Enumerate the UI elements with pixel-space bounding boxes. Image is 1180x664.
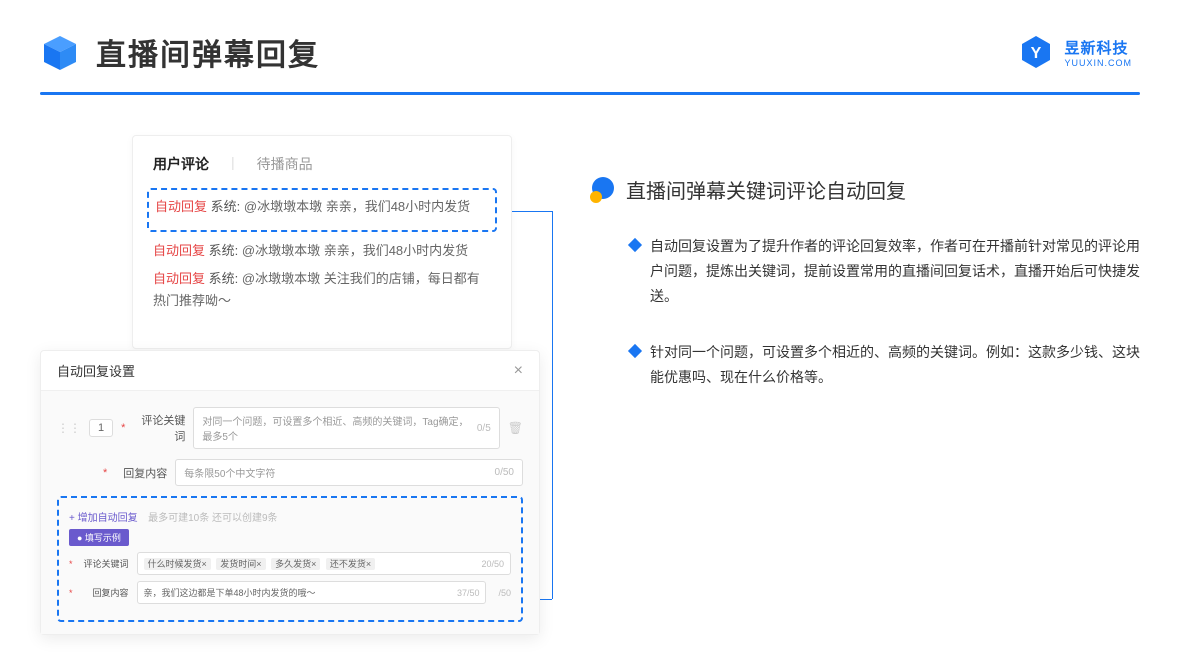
diamond-icon [628, 238, 642, 252]
placeholder: 对同一个问题，可设置多个相近、高频的关键词，Tag确定，最多5个 [202, 413, 476, 443]
comment-row: 自动回复 系统: @冰墩墩本墩 关注我们的店铺，每日都有热门推荐呦～ [153, 268, 491, 312]
comment-row: 自动回复 系统: @冰墩墩本墩 亲亲，我们48小时内发货 [155, 196, 489, 218]
keyword-row: ⋮⋮ 1 * 评论关键词 对同一个问题，可设置多个相近、高频的关键词，Tag确定… [57, 407, 523, 449]
tabs: 用户评论 | 待播商品 [153, 154, 491, 174]
system-label: 系统: [209, 243, 239, 258]
bullet-item: 自动回复设置为了提升作者的评论回复效率，作者可在开播前针对常见的评论用户问题，提… [630, 234, 1140, 310]
tab-separator: | [231, 154, 235, 174]
bullet-list: 自动回复设置为了提升作者的评论回复效率，作者可在开播前针对常见的评论用户问题，提… [590, 234, 1140, 390]
add-auto-reply-link[interactable]: + 增加自动回复 [69, 509, 138, 524]
example-badge: ● 填写示例 [69, 529, 129, 546]
diamond-icon [628, 343, 642, 357]
auto-reply-tag: 自动回复 [153, 243, 205, 258]
tag: 还不发货× [326, 558, 375, 570]
required-star: * [103, 467, 107, 479]
side-counter: /50 [498, 588, 511, 598]
content-row: * 回复内容 每条限50个中文字符 0/50 [57, 459, 523, 486]
system-label: 系统: [209, 271, 239, 286]
ex-content-input[interactable]: 亲，我们这边都是下单48小时内发货的哦～ 37/50 [137, 581, 487, 604]
counter: 0/50 [495, 467, 514, 478]
dot-icon [590, 177, 616, 203]
header-left: 直播间弹幕回复 [40, 30, 320, 74]
comment-text: @冰墩墩本墩 亲亲，我们48小时内发货 [244, 199, 470, 214]
tab-pending-products[interactable]: 待播商品 [257, 154, 313, 174]
description-column: 直播间弹幕关键词评论自动回复 自动回复设置为了提升作者的评论回复效率，作者可在开… [590, 135, 1140, 420]
comment-row: 自动回复 系统: @冰墩墩本墩 亲亲，我们48小时内发货 [153, 240, 491, 262]
add-hint: 最多可建10条 还可以创建9条 [148, 513, 277, 524]
svg-text:Y: Y [1031, 45, 1042, 62]
ex-content-text: 亲，我们这边都是下单48小时内发货的哦～ [144, 586, 316, 599]
tab-user-comments[interactable]: 用户评论 [153, 154, 209, 174]
counter: 0/5 [477, 423, 491, 434]
example-box: + 增加自动回复 最多可建10条 还可以创建9条 ● 填写示例 * 评论关键词 … [57, 496, 523, 622]
logo-en: YUUXIN.COM [1064, 58, 1132, 68]
settings-dialog: 自动回复设置 × ⋮⋮ 1 * 评论关键词 对同一个问题，可设置多个相近、高频的… [40, 350, 540, 635]
example-keyword-row: * 评论关键词 什么时候发货× 发货时间× 多久发货× 还不发货× 20/50 [69, 552, 511, 575]
drag-icon[interactable]: ⋮⋮ [57, 421, 81, 435]
highlighted-comment: 自动回复 系统: @冰墩墩本墩 亲亲，我们48小时内发货 [147, 188, 497, 232]
keyword-label: 评论关键词 [133, 412, 185, 444]
placeholder: 每条限50个中文字符 [184, 465, 275, 480]
ex-content-label: 回复内容 [81, 586, 129, 599]
required-star: * [69, 559, 73, 569]
tag: 多久发货× [271, 558, 320, 570]
dialog-body: ⋮⋮ 1 * 评论关键词 对同一个问题，可设置多个相近、高频的关键词，Tag确定… [41, 391, 539, 634]
bullet-item: 针对同一个问题，可设置多个相近的、高频的关键词。例如：这款多少钱、这块能优惠吗、… [630, 340, 1140, 390]
tag: 什么时候发货× [144, 558, 211, 570]
auto-reply-tag: 自动回复 [155, 199, 207, 214]
cube-icon [40, 32, 80, 72]
dialog-title: 自动回复设置 [57, 361, 135, 380]
page-title: 直播间弹幕回复 [96, 30, 320, 74]
bullet-text: 自动回复设置为了提升作者的评论回复效率，作者可在开播前针对常见的评论用户问题，提… [650, 234, 1140, 310]
connector-line [512, 211, 552, 212]
required-star: * [121, 422, 125, 434]
screenshots-column: 用户评论 | 待播商品 自动回复 系统: @冰墩墩本墩 亲亲，我们48小时内发货… [40, 135, 540, 420]
add-row: + 增加自动回复 最多可建10条 还可以创建9条 [69, 508, 511, 528]
logo-cn: 昱新科技 [1064, 37, 1128, 58]
counter: 20/50 [481, 559, 504, 569]
close-icon[interactable]: × [514, 362, 523, 380]
keyword-input[interactable]: 对同一个问题，可设置多个相近、高频的关键词，Tag确定，最多5个 0/5 [193, 407, 499, 449]
page-header: 直播间弹幕回复 Y 昱新科技 YUUXIN.COM [0, 0, 1180, 74]
content: 用户评论 | 待播商品 自动回复 系统: @冰墩墩本墩 亲亲，我们48小时内发货… [0, 95, 1180, 420]
comment-text: @冰墩墩本墩 亲亲，我们48小时内发货 [242, 243, 468, 258]
counter: 37/50 [457, 588, 480, 598]
content-input[interactable]: 每条限50个中文字符 0/50 [175, 459, 523, 486]
section-head: 直播间弹幕关键词评论自动回复 [590, 175, 1140, 204]
ex-keyword-label: 评论关键词 [81, 557, 129, 570]
tag-list: 什么时候发货× 发货时间× 多久发货× 还不发货× [144, 557, 379, 570]
auto-reply-tag: 自动回复 [153, 271, 205, 286]
dot-yellow [590, 191, 602, 203]
system-label: 系统: [211, 199, 241, 214]
bullet-text: 针对同一个问题，可设置多个相近的、高频的关键词。例如：这款多少钱、这块能优惠吗、… [650, 340, 1140, 390]
logo-hex-icon: Y [1018, 34, 1054, 70]
dialog-header: 自动回复设置 × [41, 351, 539, 391]
section-title: 直播间弹幕关键词评论自动回复 [626, 175, 906, 204]
required-star: * [69, 588, 73, 598]
delete-icon[interactable]: 🗑 [508, 421, 523, 435]
tag: 发货时间× [216, 558, 265, 570]
connector-line [552, 211, 553, 599]
comments-panel: 用户评论 | 待播商品 自动回复 系统: @冰墩墩本墩 亲亲，我们48小时内发货… [132, 135, 512, 349]
ex-keyword-input[interactable]: 什么时候发货× 发货时间× 多久发货× 还不发货× 20/50 [137, 552, 511, 575]
row-number: 1 [89, 419, 113, 437]
content-label: 回复内容 [115, 465, 167, 481]
example-content-row: * 回复内容 亲，我们这边都是下单48小时内发货的哦～ 37/50 /50 [69, 581, 511, 604]
brand-logo: Y 昱新科技 YUUXIN.COM [1018, 34, 1132, 70]
logo-text: 昱新科技 YUUXIN.COM [1064, 37, 1132, 68]
